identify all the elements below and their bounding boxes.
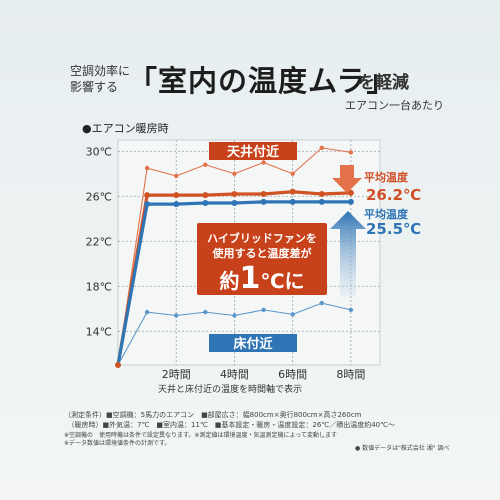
up-arrow-icon bbox=[330, 211, 366, 297]
floor-label: 床付近 bbox=[233, 336, 272, 352]
floor-label-box bbox=[209, 334, 297, 352]
data-point bbox=[231, 200, 238, 206]
data-point bbox=[347, 198, 354, 205]
origin-point bbox=[115, 362, 121, 368]
condition-line-3: ※空調機の 使用時機は条件で設定異なります。※測定値は環境温度・気温測定機によっ… bbox=[64, 432, 337, 439]
data-point bbox=[231, 191, 238, 197]
data-point bbox=[260, 191, 267, 197]
data-point bbox=[261, 307, 266, 313]
data-point bbox=[203, 309, 208, 315]
x-tick-label: 6時間 bbox=[278, 368, 307, 381]
header-title: 「室内の温度ムラ」 bbox=[128, 64, 397, 98]
data-point bbox=[319, 145, 324, 151]
data-source-note: ● 数値データは"株式会社 湘" 調べ bbox=[355, 445, 450, 452]
ceiling-label-box bbox=[209, 142, 297, 160]
callout-line-1: ハイブリッドファンを bbox=[207, 231, 317, 245]
ceiling-label: 天井付近 bbox=[227, 144, 279, 160]
data-point bbox=[174, 173, 179, 179]
data-point bbox=[319, 300, 324, 306]
data-point bbox=[203, 162, 208, 167]
y-tick-label: 30℃ bbox=[86, 145, 112, 158]
data-point bbox=[348, 150, 354, 155]
data-point bbox=[347, 189, 354, 196]
data-point bbox=[232, 171, 237, 176]
callout-big-part: ℃に bbox=[260, 269, 304, 293]
avg-floor-value: 25.5℃ bbox=[366, 220, 421, 238]
data-point bbox=[144, 309, 150, 315]
avg-ceiling-value: 26.2℃ bbox=[366, 186, 421, 204]
data-point bbox=[232, 313, 237, 318]
chart-series bbox=[115, 145, 354, 368]
x-axis-ticks: 2時間 4時間 6時間 8時間 bbox=[162, 368, 366, 381]
data-point bbox=[144, 192, 151, 199]
y-axis-ticks: 14℃ 18℃ 22℃ 26℃ 30℃ bbox=[86, 145, 112, 338]
callout-big-part: 約 bbox=[219, 269, 239, 293]
down-arrow-icon bbox=[332, 165, 362, 193]
condition-line-2: （暖房時）■外気温：7℃ ■室内温：11℃ ■基本設定・暖房・温度設定：26℃／… bbox=[64, 421, 395, 429]
data-point bbox=[318, 198, 325, 205]
x-tick-label: 2時間 bbox=[162, 368, 191, 381]
data-point bbox=[202, 200, 209, 206]
y-tick-label: 14℃ bbox=[86, 325, 112, 338]
data-point bbox=[289, 188, 296, 195]
y-tick-label: 18℃ bbox=[86, 280, 112, 293]
y-tick-label: 26℃ bbox=[86, 190, 112, 203]
header-suffix: を軽減 bbox=[358, 73, 409, 93]
x-tick-label: 4時間 bbox=[220, 368, 249, 381]
y-tick-label: 22℃ bbox=[86, 235, 112, 248]
data-point bbox=[173, 201, 180, 208]
avg-ceiling-caption: 平均温度 bbox=[364, 170, 409, 184]
header-note: エアコン一台あたり bbox=[345, 99, 444, 112]
data-point bbox=[289, 198, 296, 205]
callout-big-text: 約1℃に bbox=[219, 261, 304, 296]
data-point bbox=[173, 192, 180, 199]
data-point bbox=[290, 171, 295, 176]
data-point bbox=[260, 198, 267, 205]
section-label: ●エアコン暖房時 bbox=[82, 122, 169, 135]
data-point bbox=[202, 192, 209, 199]
data-point bbox=[318, 191, 325, 197]
condition-line-4: ※データ数値は環境値条件の計測です。 bbox=[64, 440, 171, 447]
callout-line-2: 使用すると温度差が bbox=[212, 246, 312, 260]
data-point bbox=[144, 165, 150, 171]
data-point bbox=[144, 201, 151, 208]
x-tick-label: 8時間 bbox=[336, 368, 365, 381]
data-point bbox=[261, 160, 266, 165]
callout-big-part: 1 bbox=[239, 261, 260, 296]
chart-caption: 天井と床付近の温度を時間軸で表示 bbox=[158, 385, 303, 395]
data-point bbox=[348, 307, 354, 313]
condition-line-1: （測定条件）■空調機：5馬力のエアコン ■部屋広さ：幅800cm×奥行800cm… bbox=[64, 411, 362, 419]
data-point bbox=[174, 313, 179, 318]
header-lead-2: 影響する bbox=[70, 80, 119, 94]
data-point bbox=[290, 312, 295, 317]
header-lead-1: 空調効率に bbox=[70, 64, 131, 78]
avg-floor-caption: 平均温度 bbox=[364, 207, 409, 221]
callout-box bbox=[197, 223, 327, 295]
